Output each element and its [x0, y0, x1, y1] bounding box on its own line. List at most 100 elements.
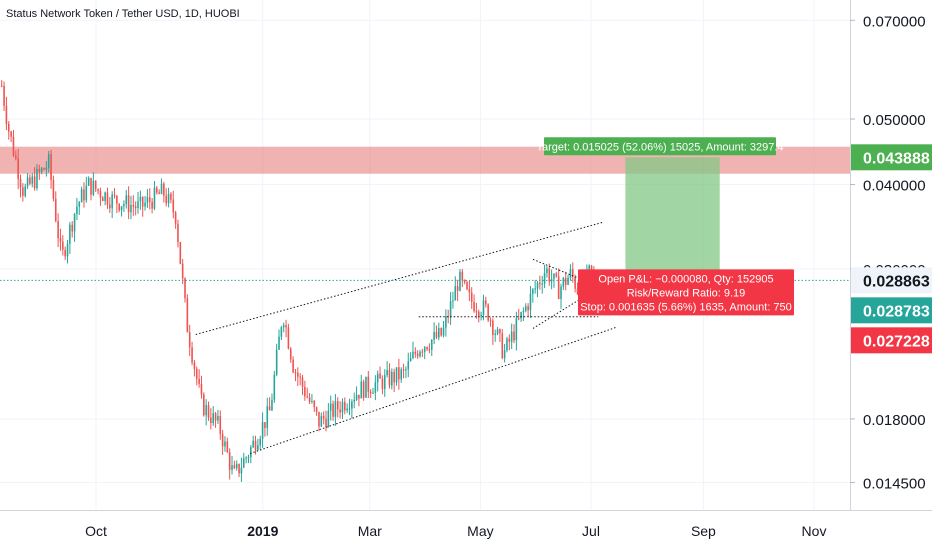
candle-body [26, 177, 29, 187]
candle-body [322, 415, 325, 419]
candle-body [571, 269, 574, 277]
candle-body [496, 329, 499, 334]
time-tick-label: Nov [802, 523, 827, 539]
candle-body [414, 351, 417, 354]
candle-body [376, 373, 379, 383]
candle-body [90, 177, 92, 195]
candle-body [315, 407, 318, 412]
candle-body [101, 197, 104, 202]
candle-body [19, 179, 22, 188]
candle-body [289, 348, 292, 360]
candle-body [569, 269, 572, 278]
candle-body [156, 187, 158, 193]
candle-body [398, 367, 400, 380]
candle-body [113, 194, 116, 196]
candle-body [38, 168, 41, 172]
candle-body [358, 394, 360, 399]
candle-body [369, 391, 372, 394]
candle-body [36, 168, 38, 189]
price-badge-stop-text: 0.027228 [863, 333, 930, 350]
candle-body [69, 224, 71, 244]
candle-body [217, 416, 219, 421]
candle-body [548, 268, 551, 282]
candle-body [71, 224, 74, 232]
candle-body [395, 367, 398, 383]
chart-title: Status Network Token / Tether USD, 1D, H… [6, 8, 240, 20]
candle-body [529, 293, 532, 311]
time-tick-label: Oct [85, 523, 107, 539]
price-tick-label: 0.070000 [863, 13, 926, 30]
candle-body [423, 347, 426, 352]
price-tick-label: 0.050000 [863, 112, 926, 129]
candle-body [301, 377, 304, 387]
candle-body [123, 204, 125, 207]
candle-body [329, 403, 332, 411]
candle-body [282, 325, 285, 328]
candle-body [268, 406, 271, 411]
candle-body [442, 327, 445, 336]
candle-body [320, 415, 323, 427]
candle-body [574, 276, 576, 289]
time-tick-label: Sep [691, 523, 716, 539]
candle-body [104, 192, 106, 202]
candle-body [31, 176, 34, 184]
candle-body [379, 373, 381, 379]
candle-body [536, 282, 539, 289]
candle-body [576, 288, 579, 294]
candle-body [188, 332, 191, 348]
candle-body [219, 416, 222, 434]
candle-body [273, 374, 276, 400]
candle-body [564, 277, 567, 285]
candle-body [226, 441, 229, 453]
candle-body [553, 273, 555, 280]
candle-body [195, 368, 198, 379]
candle-body [428, 349, 431, 351]
candle-body [405, 369, 407, 371]
candle-body [517, 318, 520, 320]
candle-body [515, 318, 518, 341]
candle-body [66, 243, 69, 257]
candle-body [116, 195, 118, 204]
candle-body [402, 369, 405, 371]
price-badge-last-text: 0.028783 [863, 303, 930, 320]
candle-body [503, 350, 506, 359]
candle-body [336, 401, 339, 410]
price-tick-label: 0.014500 [863, 475, 926, 492]
candle-body [127, 195, 130, 213]
candle-body [475, 311, 478, 313]
candle-body [235, 463, 238, 469]
candle-body [177, 223, 179, 243]
candle-body [346, 408, 348, 411]
candle-body [391, 371, 393, 386]
candle-body [99, 190, 102, 198]
candle-body [400, 369, 403, 380]
candle-body [247, 457, 250, 459]
candle-body [163, 183, 165, 196]
candle-body [557, 276, 560, 299]
candle-body [522, 310, 525, 313]
candle-body [50, 154, 52, 181]
candle-body [59, 238, 62, 242]
price-badge-target-text: 0.043888 [863, 150, 930, 167]
candle-body [158, 192, 160, 194]
candle-body [261, 422, 264, 439]
candle-body [487, 304, 489, 321]
candle-body [87, 177, 90, 186]
price-badge-entry [851, 267, 932, 294]
candle-body [109, 204, 111, 209]
candle-body [228, 452, 231, 470]
candle-body [151, 201, 153, 209]
candle-body [139, 196, 142, 202]
candle-body [470, 292, 473, 302]
candle-body [489, 320, 492, 322]
time-tick-label: May [467, 523, 493, 539]
target-label-box [544, 137, 776, 156]
price-badge-target [851, 144, 932, 171]
candle-body [118, 203, 121, 211]
candle-body [266, 406, 269, 428]
candle-body [184, 278, 186, 299]
trendline [249, 326, 617, 454]
candle-body [207, 405, 210, 418]
